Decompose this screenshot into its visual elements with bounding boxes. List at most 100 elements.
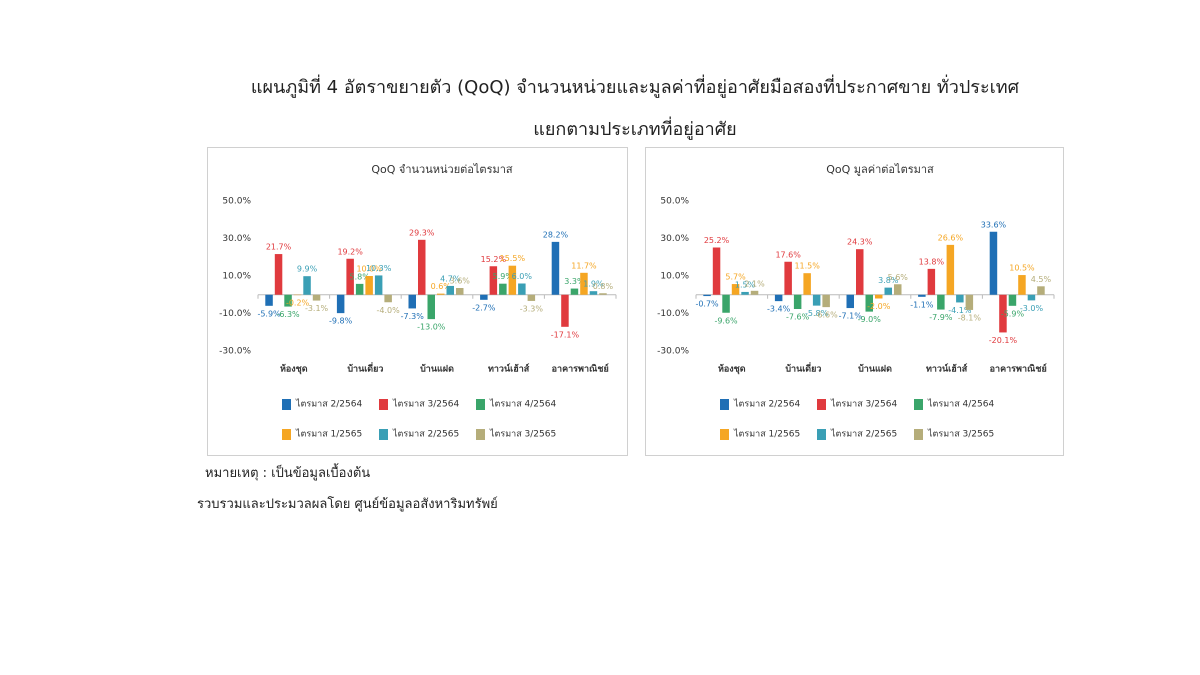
value-label: 15.5% bbox=[500, 254, 526, 263]
legend-label: ไตรมาส 2/2564 bbox=[733, 399, 800, 410]
bar bbox=[894, 284, 902, 295]
value-label: -2.0% bbox=[867, 302, 891, 311]
legend-swatch bbox=[282, 429, 291, 440]
bar bbox=[937, 294, 945, 310]
value-label: -17.1% bbox=[551, 330, 580, 339]
value-label: 1.5% bbox=[735, 280, 756, 289]
bar bbox=[284, 294, 292, 307]
value-label: 2.1% bbox=[744, 279, 765, 288]
legend-swatch bbox=[817, 399, 826, 410]
value-label: 15.2% bbox=[481, 255, 507, 264]
value-label: 13.8% bbox=[919, 257, 945, 266]
y-tick-label: 30.0% bbox=[222, 234, 251, 244]
value-label: -6.3% bbox=[276, 310, 300, 319]
bar bbox=[374, 275, 383, 295]
bar bbox=[508, 265, 517, 295]
bar bbox=[1018, 275, 1026, 295]
bar bbox=[274, 254, 283, 295]
value-label: 5.9% bbox=[493, 272, 514, 281]
legend-swatch bbox=[914, 399, 923, 410]
bar bbox=[989, 231, 998, 295]
legend-swatch bbox=[476, 399, 485, 410]
chart-title: QoQ จำนวนหน่วยต่อไตรมาส bbox=[371, 163, 513, 176]
legend-label: ไตรมาส 2/2565 bbox=[392, 429, 459, 440]
x-tick-label: ห้องชุด bbox=[718, 364, 746, 375]
bar bbox=[599, 293, 607, 295]
bar bbox=[303, 276, 311, 295]
value-label: 25.2% bbox=[704, 236, 730, 245]
value-label: -13.0% bbox=[417, 323, 446, 332]
legend-swatch bbox=[817, 429, 826, 440]
value-label: 29.3% bbox=[409, 228, 435, 237]
x-tick-label: บ้านแฝด bbox=[858, 364, 892, 375]
value-label: -5.9% bbox=[257, 309, 281, 318]
bar bbox=[774, 294, 783, 302]
bar bbox=[437, 293, 445, 295]
bar bbox=[1037, 286, 1045, 295]
bar bbox=[418, 239, 426, 295]
bar bbox=[480, 294, 488, 300]
bar bbox=[965, 294, 974, 310]
bar bbox=[822, 294, 830, 308]
y-tick-label: 10.0% bbox=[222, 272, 251, 282]
value-label: -0.7% bbox=[695, 300, 719, 309]
bar bbox=[312, 294, 321, 301]
value-label: 0.6% bbox=[431, 282, 452, 291]
bar bbox=[793, 294, 802, 309]
value-label: 28.2% bbox=[543, 230, 569, 239]
legend-label: ไตรมาส 1/2565 bbox=[295, 429, 362, 440]
bar bbox=[499, 283, 507, 295]
chart-title: QoQ มูลค่าต่อไตรมาส bbox=[826, 163, 934, 176]
y-tick-label: -30.0% bbox=[657, 347, 689, 357]
legend-label: ไตรมาส 1/2565 bbox=[733, 429, 800, 440]
y-tick-label: 50.0% bbox=[222, 197, 251, 207]
value-label: -1.1% bbox=[910, 300, 934, 309]
value-label: -7.9% bbox=[929, 313, 953, 322]
bar bbox=[956, 294, 964, 303]
value-label: 4.7% bbox=[440, 274, 461, 283]
bar bbox=[570, 288, 579, 295]
bar bbox=[722, 294, 730, 313]
value-label: -3.1% bbox=[305, 304, 329, 313]
legend-swatch bbox=[379, 429, 388, 440]
page-subtitle: แยกตามประเภทที่อยู่อาศัย bbox=[533, 119, 737, 140]
value-label: 24.3% bbox=[847, 238, 873, 247]
y-tick-label: -10.0% bbox=[657, 309, 689, 319]
legend-label: ไตรมาส 3/2564 bbox=[830, 399, 897, 410]
legend-label: ไตรมาส 2/2564 bbox=[295, 399, 362, 410]
chart-value: QoQ มูลค่าต่อไตรมาส -30.0% -10.0% 10.0% 30.0… bbox=[645, 147, 1064, 456]
value-label: -8.1% bbox=[958, 313, 982, 322]
bar bbox=[884, 287, 892, 295]
bar bbox=[731, 284, 740, 295]
value-label: -3.3% bbox=[520, 304, 544, 313]
value-label: 10.5% bbox=[1009, 264, 1035, 273]
bar bbox=[265, 294, 273, 306]
x-tick-label: อาคารพาณิชย์ bbox=[552, 363, 609, 375]
y-tick-label: -30.0% bbox=[219, 347, 251, 357]
bar bbox=[580, 272, 588, 295]
value-label: 3.8% bbox=[878, 276, 899, 285]
bar bbox=[589, 291, 598, 295]
bar bbox=[489, 266, 498, 295]
legend-label: ไตรมาส 4/2564 bbox=[927, 399, 994, 410]
y-tick-label: 50.0% bbox=[660, 197, 689, 207]
y-tick-label: 10.0% bbox=[660, 272, 689, 282]
legend-swatch bbox=[379, 399, 388, 410]
value-label: -4.0% bbox=[377, 306, 401, 315]
bar bbox=[561, 294, 569, 327]
value-label: -2.7% bbox=[472, 303, 496, 312]
value-label: 0.8% bbox=[593, 282, 614, 291]
legend-label: ไตรมาส 3/2565 bbox=[489, 429, 556, 440]
bar bbox=[456, 288, 464, 295]
value-label: 10.0% bbox=[356, 265, 382, 274]
value-label: 5.8% bbox=[349, 272, 370, 281]
bar bbox=[846, 294, 854, 309]
bar bbox=[784, 261, 792, 295]
bar bbox=[741, 291, 749, 295]
value-label: 4.5% bbox=[1031, 275, 1052, 284]
value-label: 21.7% bbox=[266, 243, 292, 252]
bar bbox=[551, 241, 560, 295]
value-label: -3.0% bbox=[1020, 304, 1044, 313]
source: รวบรวมและประมวลผลโดย ศูนย์ข้อมูลอสังหาริ… bbox=[197, 497, 498, 512]
